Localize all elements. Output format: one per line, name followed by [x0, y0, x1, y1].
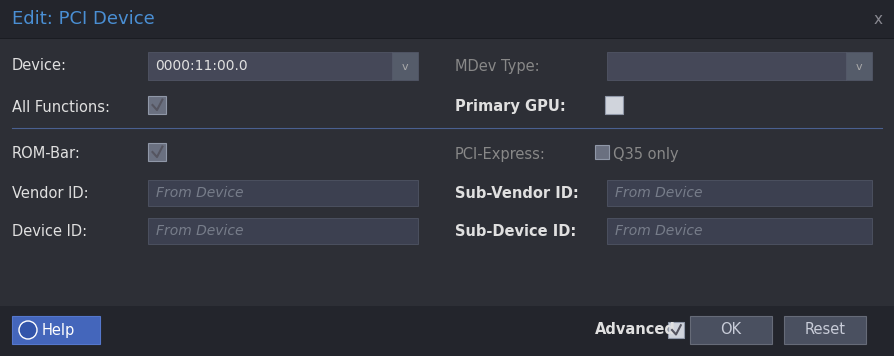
Bar: [148, 180, 418, 206]
Bar: [148, 52, 392, 80]
Bar: [607, 218, 872, 244]
Text: Primary GPU:: Primary GPU:: [455, 99, 566, 115]
Bar: [690, 316, 772, 344]
Text: OK: OK: [721, 323, 741, 337]
Bar: [846, 52, 872, 80]
Text: Edit: PCI Device: Edit: PCI Device: [12, 10, 155, 28]
Bar: [607, 180, 872, 206]
Text: 0000:11:00.0: 0000:11:00.0: [155, 59, 248, 73]
Text: x: x: [873, 11, 882, 26]
Text: Help: Help: [42, 323, 75, 337]
Text: From Device: From Device: [615, 224, 703, 238]
Text: From Device: From Device: [156, 186, 243, 200]
Bar: [0, 38, 894, 39]
Text: v: v: [401, 62, 409, 72]
Text: Device ID:: Device ID:: [12, 224, 87, 239]
Text: Reset: Reset: [805, 323, 846, 337]
Circle shape: [19, 321, 37, 339]
Text: MDev Type:: MDev Type:: [455, 58, 540, 73]
Text: From Device: From Device: [615, 186, 703, 200]
Text: Advanced: Advanced: [595, 323, 676, 337]
Bar: [607, 52, 846, 80]
Text: Vendor ID:: Vendor ID:: [12, 185, 89, 200]
Text: From Device: From Device: [156, 224, 243, 238]
Bar: [784, 316, 866, 344]
Bar: [595, 145, 609, 159]
Text: Device:: Device:: [12, 58, 67, 73]
Bar: [605, 96, 623, 114]
Text: PCI-Express:: PCI-Express:: [455, 147, 546, 162]
Text: Sub-Vendor ID:: Sub-Vendor ID:: [455, 185, 578, 200]
Text: Sub-Device ID:: Sub-Device ID:: [455, 224, 577, 239]
Bar: [12, 316, 100, 344]
Text: All Functions:: All Functions:: [12, 99, 110, 115]
Bar: [148, 218, 418, 244]
Bar: [392, 52, 418, 80]
Text: ?: ?: [25, 324, 31, 336]
Bar: [0, 306, 894, 356]
Text: Q35 only: Q35 only: [613, 147, 679, 162]
Bar: [0, 0, 894, 38]
Text: ROM-Bar:: ROM-Bar:: [12, 147, 80, 162]
Bar: [148, 96, 166, 114]
Text: v: v: [856, 62, 863, 72]
Bar: [668, 322, 684, 338]
Bar: [148, 143, 166, 161]
